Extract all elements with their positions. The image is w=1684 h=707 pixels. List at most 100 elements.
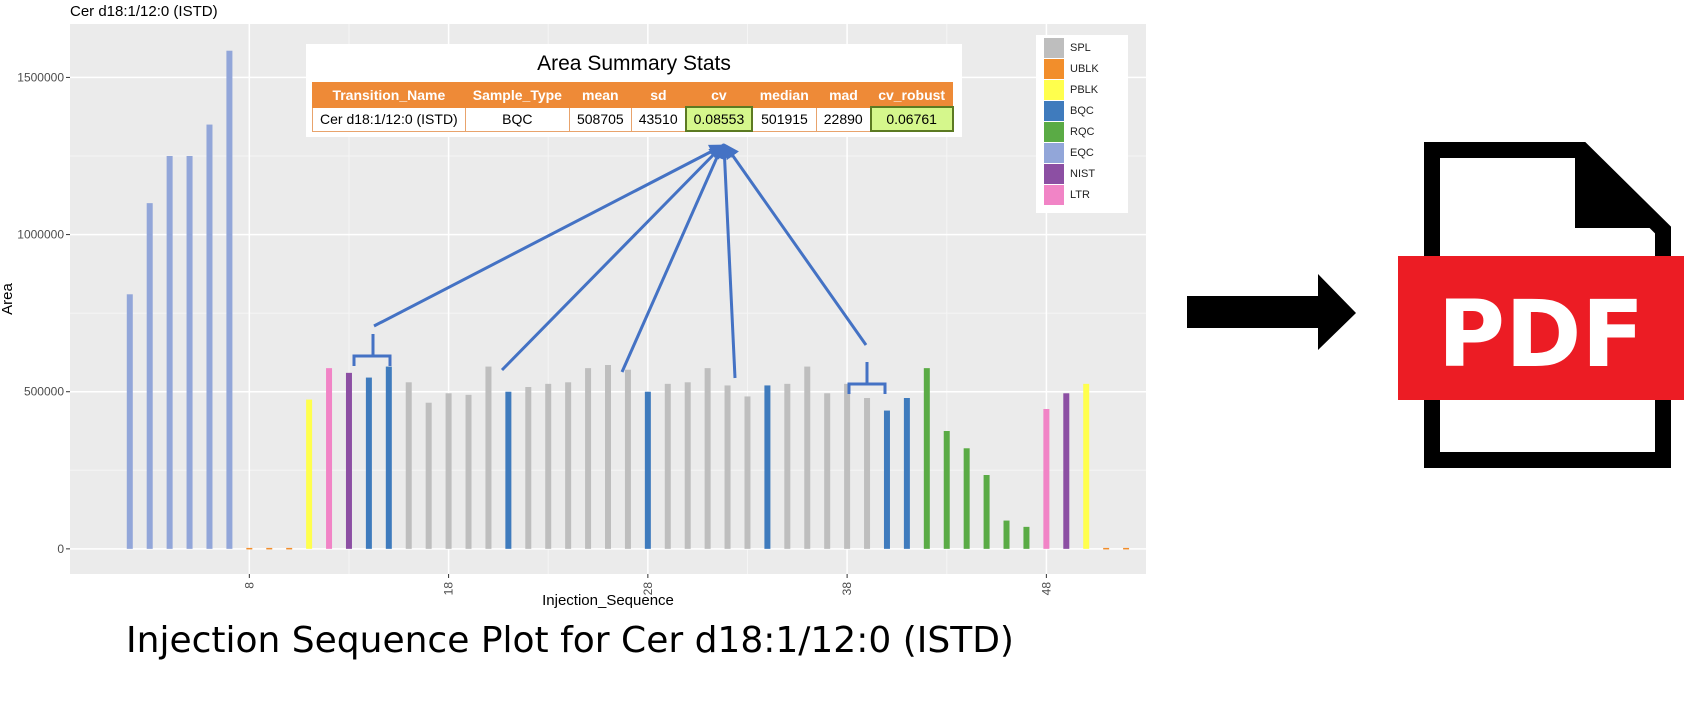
bar-spl <box>545 383 552 549</box>
legend-swatch <box>1044 122 1064 142</box>
x-tick-label: 48 <box>1039 582 1053 596</box>
bar-ublk <box>266 547 273 550</box>
bar-bqc <box>365 377 372 549</box>
bar-spl <box>465 394 472 549</box>
annotation-arrow <box>500 143 725 372</box>
bar-spl <box>585 368 592 549</box>
legend-label: LTR <box>1070 189 1090 201</box>
bar-ublk <box>246 547 253 550</box>
legend-swatch <box>1044 38 1064 58</box>
bar-eqc <box>186 156 193 549</box>
bar-ublk <box>1103 547 1110 550</box>
stats-header-cell: cv_robust <box>870 82 954 108</box>
y-axis-title: Area <box>0 283 16 315</box>
bar-bqc <box>505 391 512 549</box>
bar-spl <box>605 365 611 549</box>
bar-spl <box>485 366 492 549</box>
bar-spl <box>624 369 631 549</box>
bar-eqc <box>146 203 153 549</box>
annotation-arrow <box>717 143 737 379</box>
bar-eqc <box>206 124 213 549</box>
bar-rqc <box>943 431 950 549</box>
bar-ltr <box>1043 409 1050 549</box>
stats-cell: 508705 <box>568 106 632 132</box>
x-axis-title: Injection_Sequence <box>542 592 674 609</box>
legend-swatch <box>1044 164 1064 184</box>
right-arrow-icon <box>1187 274 1356 350</box>
legend-swatch <box>1044 143 1064 163</box>
stats-header-cell: mean <box>568 82 632 108</box>
legend-label: BQC <box>1070 105 1094 117</box>
bar-rqc <box>923 368 930 549</box>
x-tick-label: 18 <box>442 582 456 596</box>
bar-nist <box>345 372 352 549</box>
pdf-label: PDF <box>1438 281 1645 388</box>
bar-bqc <box>903 398 910 549</box>
bar-series <box>126 50 1130 550</box>
stats-cell: 501915 <box>751 106 817 132</box>
bar-eqc <box>226 50 233 549</box>
stats-header-cell: median <box>751 82 817 108</box>
bar-spl <box>445 393 452 549</box>
plot-title: Cer d18:1/12:0 (ISTD) <box>70 3 218 20</box>
bar-rqc <box>1023 526 1030 549</box>
annotation-arrow <box>620 143 725 373</box>
y-tick-label: 0 <box>57 542 64 556</box>
bar-spl <box>664 383 671 549</box>
bar-bqc <box>883 410 890 549</box>
legend-swatch <box>1044 59 1064 79</box>
summary-stats-box: Area Summary Stats Transition_Name Sampl… <box>306 44 962 137</box>
bar-pblk <box>1083 383 1090 549</box>
legend-label: SPL <box>1070 42 1091 54</box>
legend-label: RQC <box>1070 126 1095 138</box>
x-tick-label: 28 <box>641 582 655 596</box>
stats-title: Area Summary Stats <box>537 52 731 75</box>
bqc-bracket <box>352 334 392 366</box>
bar-spl <box>525 387 532 549</box>
stats-cell: 43510 <box>630 106 687 132</box>
legend-swatch <box>1044 185 1064 205</box>
stats-table: Transition_Name Sample_Type mean sd cv m… <box>312 82 954 132</box>
annotation-arrow <box>373 144 725 328</box>
bar-pblk <box>306 399 313 549</box>
stats-cell: Cer d18:1/12:0 (ISTD) <box>312 106 466 132</box>
bar-spl <box>824 393 831 549</box>
bar-bqc <box>644 391 651 549</box>
bar-bqc <box>764 385 771 549</box>
bar-eqc <box>126 294 133 549</box>
x-tick-label: 38 <box>840 582 854 596</box>
bar-rqc <box>983 475 990 549</box>
bar-nist <box>1063 393 1070 549</box>
legend-swatch <box>1044 101 1064 121</box>
bar-rqc <box>1003 520 1010 549</box>
y-tick-label: 500000 <box>24 385 64 399</box>
stats-header-row: Transition_Name Sample_Type mean sd cv m… <box>312 82 954 108</box>
legend-label: UBLK <box>1070 63 1099 75</box>
stats-header-cell: sd <box>630 82 687 108</box>
bar-rqc <box>963 448 970 549</box>
bqc-bracket <box>847 362 887 394</box>
stats-header-cell: Sample_Type <box>464 82 570 108</box>
x-axis: 8 18 28 38 48 <box>242 574 1053 595</box>
y-axis: 0 500000 1000000 1500000 <box>17 70 70 556</box>
stats-header-cell: cv <box>685 82 753 108</box>
figure-caption: Injection Sequence Plot for Cer d18:1/12… <box>126 620 1014 661</box>
legend-label: EQC <box>1070 147 1094 159</box>
legend-swatch <box>1044 80 1064 100</box>
bar-spl <box>724 385 731 549</box>
pdf-file-icon: PDF <box>1398 142 1684 468</box>
annotation-arrows <box>352 143 887 394</box>
bar-spl <box>704 368 711 549</box>
bar-bqc <box>385 366 392 549</box>
bar-spl <box>844 383 851 549</box>
y-tick-label: 1500000 <box>17 70 64 84</box>
annotation-arrow <box>724 143 868 346</box>
bar-spl <box>405 382 412 549</box>
bar-spl <box>804 366 811 549</box>
bar-ltr <box>326 368 333 549</box>
stats-cell-highlighted: 0.06761 <box>869 106 954 132</box>
legend-label: PBLK <box>1070 84 1099 96</box>
legend-label: NIST <box>1070 168 1096 180</box>
stats-cell: BQC <box>464 106 570 132</box>
